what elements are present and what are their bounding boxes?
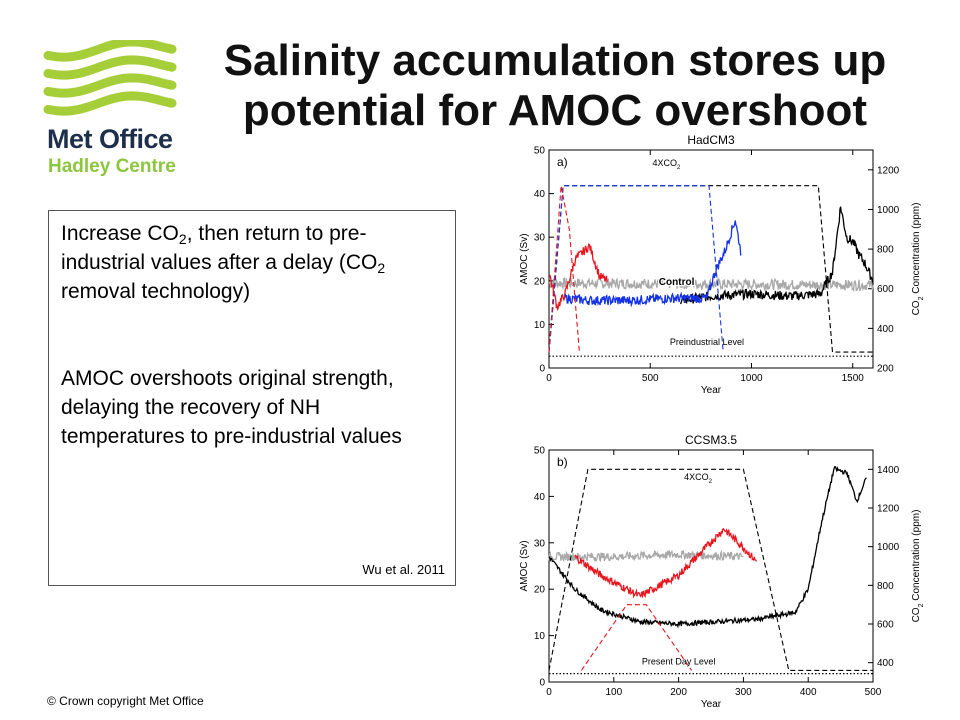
y-tick-label: 0 (539, 364, 545, 375)
y-tick-label: 30 (534, 538, 546, 549)
y2-tick-label: 800 (877, 245, 894, 256)
y-tick-label: 50 (534, 446, 546, 457)
y-tick-label: 20 (534, 276, 546, 287)
met-office-logo: Met Office Hadley Centre (40, 40, 180, 180)
plot-frame (548, 149, 874, 369)
series-line-red-dashed (580, 604, 693, 671)
y2-axis-label: CO2 Concentration (ppm) (911, 510, 925, 623)
charts-area: HadCM3 a) 0 500 1000 1500 Year 0 10 20 30 40 50 AMOC … (505, 130, 945, 715)
y-tick-label: 40 (534, 492, 546, 503)
x-tick-label: 400 (800, 687, 817, 698)
y2-tick-label: 600 (877, 620, 894, 631)
chart-panel-1: HadCM3 a) 0 500 1000 1500 Year 0 10 20 30 40 50 AMOC … (519, 133, 925, 396)
panel-label: b) (557, 455, 568, 469)
y-tick-label: 40 (534, 189, 546, 200)
x-tick-label: 1500 (842, 373, 865, 384)
citation: Wu et al. 2011 (362, 562, 445, 577)
y-tick-label: 20 (534, 585, 546, 596)
chart-title: CCSM3.5 (685, 433, 737, 447)
y2-tick-label: 1200 (877, 504, 900, 515)
y2-tick-label: 1400 (877, 465, 900, 476)
series-line-black-dashed (548, 185, 873, 353)
copyright-notice: © Crown copyright Met Office (47, 694, 204, 708)
panel-label: a) (557, 155, 568, 169)
y2-tick-label: 400 (877, 658, 894, 669)
y2-tick-label: 600 (877, 284, 894, 295)
x-tick-label: 200 (670, 687, 687, 698)
x-tick-label: 100 (605, 687, 622, 698)
page-title: Salinity accumulation stores up potentia… (223, 36, 887, 135)
x-tick-label: 500 (642, 373, 659, 384)
y-axis-label: AMOC (Sv) (519, 233, 530, 284)
x-tick-label: 0 (546, 687, 552, 698)
series-line-blue-dashed (548, 185, 724, 353)
y2-tick-label: 400 (877, 324, 894, 335)
series-line-red-solid (548, 243, 608, 312)
x-axis-label: Year (701, 699, 722, 710)
x-tick-label: 1000 (740, 373, 763, 384)
y-tick-label: 30 (534, 233, 546, 244)
baseline-annotation: Present Day Level (642, 656, 716, 666)
series-line-black-dashed (548, 468, 873, 671)
logo-waves-icon (43, 40, 177, 116)
y-tick-label: 10 (534, 631, 546, 642)
co2-annotation: 4XCO2 (653, 158, 682, 171)
logo-name-line1: Met Office (47, 124, 173, 154)
paragraph-co2-scenario: Increase CO2, then return to pre-industr… (61, 222, 386, 303)
x-axis-label: Year (701, 385, 722, 396)
description-box: Increase CO2, then return to pre-industr… (48, 210, 456, 586)
y2-tick-label: 1200 (877, 165, 900, 176)
y-tick-label: 10 (534, 320, 546, 331)
x-tick-label: 300 (735, 687, 752, 698)
series-line-red-dashed (548, 185, 580, 353)
y2-axis-label: CO2 Concentration (ppm) (911, 203, 925, 316)
x-tick-label: 0 (546, 373, 552, 384)
series-line-red-solid (574, 527, 757, 599)
chart-panel-2: CCSM3.5 b) 0 100 200 300 400 500 Year 0 10 20 30 40 50… (519, 433, 925, 710)
baseline-annotation: Preindustrial Level (670, 337, 744, 347)
y-tick-label: 0 (539, 678, 545, 689)
control-annotation: Control (659, 277, 695, 288)
y2-tick-label: 200 (877, 364, 894, 375)
x-tick-label: 500 (865, 687, 882, 698)
series-line-black-solid (548, 465, 867, 629)
co2-annotation: 4XCO2 (684, 472, 713, 485)
y-tick-label: 50 (534, 146, 546, 157)
series-line-black-solid (679, 206, 874, 305)
plot-frame (548, 449, 874, 683)
series-line-blue-solid (564, 220, 742, 308)
chart-title: HadCM3 (687, 133, 735, 147)
logo-name-line2: Hadley Centre (48, 156, 176, 177)
y2-tick-label: 800 (877, 581, 894, 592)
y2-tick-label: 1000 (877, 542, 900, 553)
paragraph-amoc-overshoot: AMOC overshoots original strength, delay… (61, 367, 402, 448)
y-axis-label: AMOC (Sv) (519, 540, 530, 591)
y2-tick-label: 1000 (877, 205, 900, 216)
